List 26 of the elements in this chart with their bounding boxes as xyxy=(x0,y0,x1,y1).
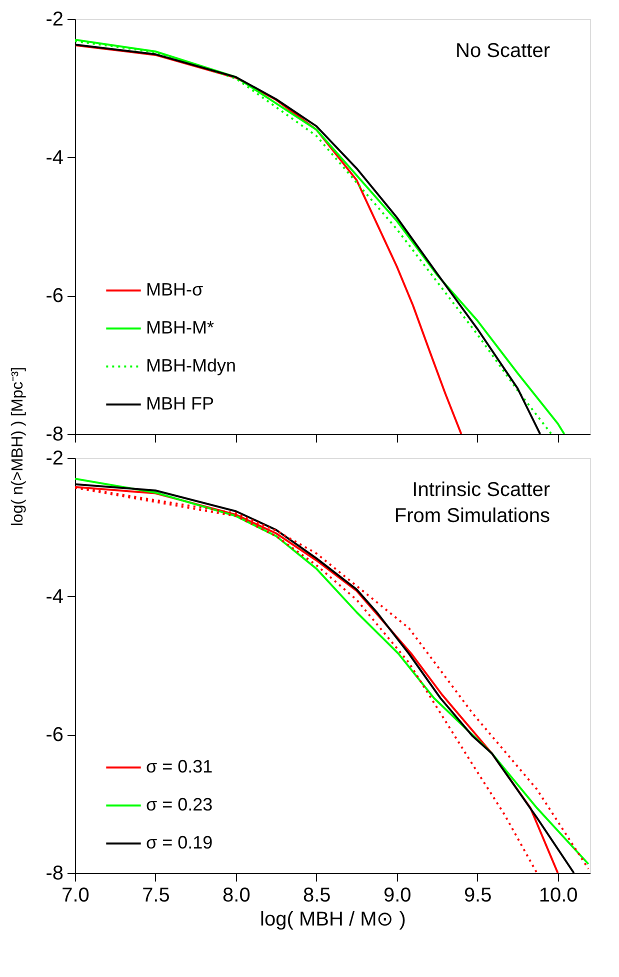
y-tick-label: -4 xyxy=(46,146,64,169)
x-tick-label: 9.5 xyxy=(464,884,492,906)
y-tick-label: -2 xyxy=(46,448,64,470)
legend-label: MBH FP xyxy=(146,394,214,414)
y-axis-title: log( n(>MBH) ) [Mpc⁻³] xyxy=(10,366,26,526)
annotation: Intrinsic Scatter From Simulations xyxy=(394,479,550,527)
y-tick-label: -4 xyxy=(46,586,64,608)
x-tick-label: 10.0 xyxy=(538,884,578,906)
legend-label: MBH-M* xyxy=(146,318,214,338)
x-tick-label: 7.0 xyxy=(62,884,90,906)
y-tick-label: -8 xyxy=(46,424,64,446)
y-tick-label: -8 xyxy=(46,862,64,884)
x-tick-label: 8.5 xyxy=(303,884,331,906)
y-tick-label: -6 xyxy=(46,724,64,746)
legend-label: MBH-Mdyn xyxy=(146,356,236,376)
legend-label: σ = 0.19 xyxy=(146,832,213,852)
legend-label: MBH-σ xyxy=(146,280,204,300)
y-tick-label: -6 xyxy=(46,285,64,308)
legend-label: σ = 0.23 xyxy=(146,794,213,814)
legend-label: σ = 0.31 xyxy=(146,756,213,776)
x-tick-label: 9.0 xyxy=(383,884,412,906)
x-tick-label: 7.5 xyxy=(142,884,170,906)
x-tick-label: 8.0 xyxy=(222,884,250,906)
y-tick-label: -2 xyxy=(46,8,64,30)
x-axis-title: log( MBH / M⊙ ) xyxy=(260,908,406,930)
annotation: No Scatter xyxy=(456,40,550,62)
